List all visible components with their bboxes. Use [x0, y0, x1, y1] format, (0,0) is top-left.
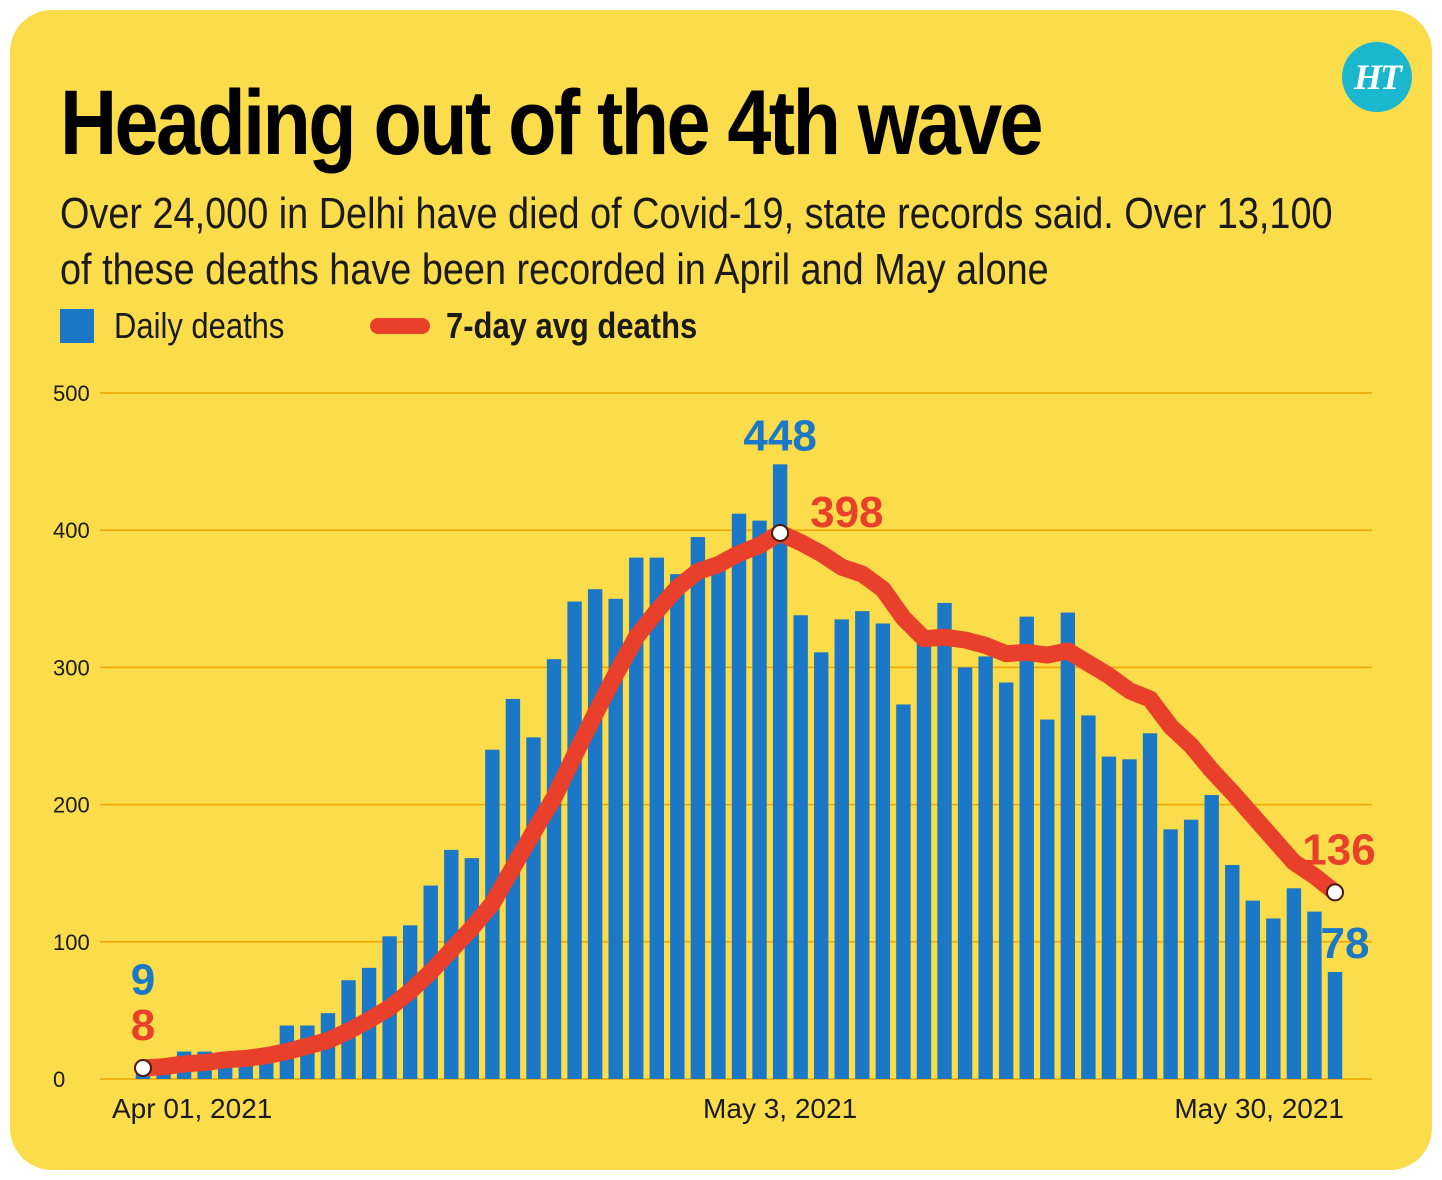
annotation-avg-deaths: 398: [810, 488, 883, 537]
bar-daily-deaths: [937, 602, 952, 1079]
line-marker-point: [771, 523, 790, 542]
bar-daily-deaths: [1327, 971, 1343, 1079]
bar-daily-deaths: [690, 537, 706, 1079]
bar-daily-deaths: [896, 704, 911, 1079]
daily-deaths-bars: [135, 464, 1343, 1079]
bar-daily-deaths: [978, 656, 993, 1079]
bar-daily-deaths: [1142, 733, 1158, 1079]
bar-daily-deaths: [670, 574, 685, 1079]
bar-daily-deaths: [855, 611, 870, 1079]
x-tick-label: Apr 01, 2021: [112, 1093, 272, 1124]
bar-daily-deaths: [567, 601, 582, 1079]
bar-daily-deaths: [1019, 616, 1034, 1079]
bar-daily-deaths: [1040, 719, 1055, 1079]
bar-daily-deaths: [402, 925, 418, 1079]
legend-swatch-bar: [60, 309, 94, 343]
bar-daily-deaths: [957, 667, 973, 1079]
bar-daily-deaths: [464, 858, 480, 1079]
x-axis-ticks: Apr 01, 2021 May 3, 2021 May 30, 2021: [112, 1093, 1344, 1124]
annotations: 98 448 398 136 78: [131, 411, 1376, 1050]
annotation-daily-deaths: 78: [1321, 919, 1370, 968]
annotation-daily-deaths: 9: [131, 956, 155, 1005]
y-tick-label: 300: [53, 655, 90, 680]
bar-daily-deaths: [731, 513, 747, 1079]
bar-daily-deaths: [793, 615, 808, 1079]
bar-daily-deaths: [1060, 612, 1076, 1079]
bar-daily-deaths: [1122, 759, 1137, 1079]
y-axis-ticks: 0 100 200 300 400 500: [53, 381, 90, 1092]
bar-daily-deaths: [546, 659, 562, 1079]
bar-daily-deaths: [649, 557, 664, 1079]
legend-label-7-day-avg: 7-day avg deaths: [446, 305, 698, 346]
bar-daily-deaths: [1081, 715, 1096, 1079]
bar-daily-deaths: [608, 598, 623, 1079]
x-tick-label: May 3, 2021: [703, 1093, 857, 1124]
ht-logo: HT: [1342, 42, 1412, 112]
bar-daily-deaths: [1245, 900, 1260, 1079]
y-tick-label: 0: [53, 1067, 65, 1092]
bar-daily-deaths: [1204, 794, 1219, 1079]
y-tick-label: 400: [53, 518, 90, 543]
bar-daily-deaths: [1307, 911, 1322, 1079]
bar-daily-deaths: [1286, 888, 1302, 1079]
bar-daily-deaths: [505, 698, 521, 1079]
x-tick-label: May 30, 2021: [1174, 1093, 1344, 1124]
bar-daily-deaths: [587, 589, 603, 1079]
bar-daily-deaths: [711, 564, 726, 1079]
bar-daily-deaths: [916, 641, 932, 1079]
line-marker-point: [134, 1059, 152, 1078]
y-tick-label: 200: [53, 793, 90, 818]
legend-swatch-line: [370, 318, 431, 334]
legend-item-daily-deaths: Daily deaths: [60, 305, 312, 347]
y-tick-label: 100: [53, 930, 90, 955]
bar-daily-deaths: [772, 464, 788, 1079]
bar-daily-deaths: [814, 652, 829, 1079]
bar-daily-deaths: [629, 557, 644, 1079]
bar-daily-deaths: [1101, 756, 1117, 1079]
legend-label-daily-deaths: Daily deaths: [114, 305, 285, 346]
bar-daily-deaths: [875, 623, 891, 1079]
bar-daily-deaths: [1266, 918, 1281, 1079]
annotation-daily-deaths: 448: [743, 411, 816, 460]
annotation-avg-deaths: 136: [1302, 825, 1375, 874]
line-7-day-avg: [134, 524, 1344, 1077]
annotation-avg-deaths: 8: [131, 1001, 155, 1050]
legend: Daily deaths 7-day avg deaths: [60, 305, 796, 347]
bar-daily-deaths: [998, 682, 1014, 1079]
bar-daily-deaths: [526, 737, 541, 1079]
chart-title: Heading out of the 4th wave: [60, 72, 1044, 174]
avg-deaths-line: [134, 523, 1344, 1078]
bar-daily-deaths: [1183, 819, 1199, 1079]
legend-item-7-day-avg: 7-day avg deaths: [370, 305, 738, 347]
bar-daily-deaths: [1163, 829, 1178, 1079]
y-tick-label: 500: [53, 381, 90, 406]
chart-subtitle: Over 24,000 in Delhi have died of Covid-…: [60, 189, 1333, 294]
bar-daily-deaths: [444, 849, 459, 1079]
bar-daily-deaths: [1225, 864, 1240, 1079]
bar-daily-deaths: [834, 619, 849, 1079]
bar-daily-deaths: [752, 520, 767, 1079]
line-marker-point: [1326, 883, 1344, 902]
